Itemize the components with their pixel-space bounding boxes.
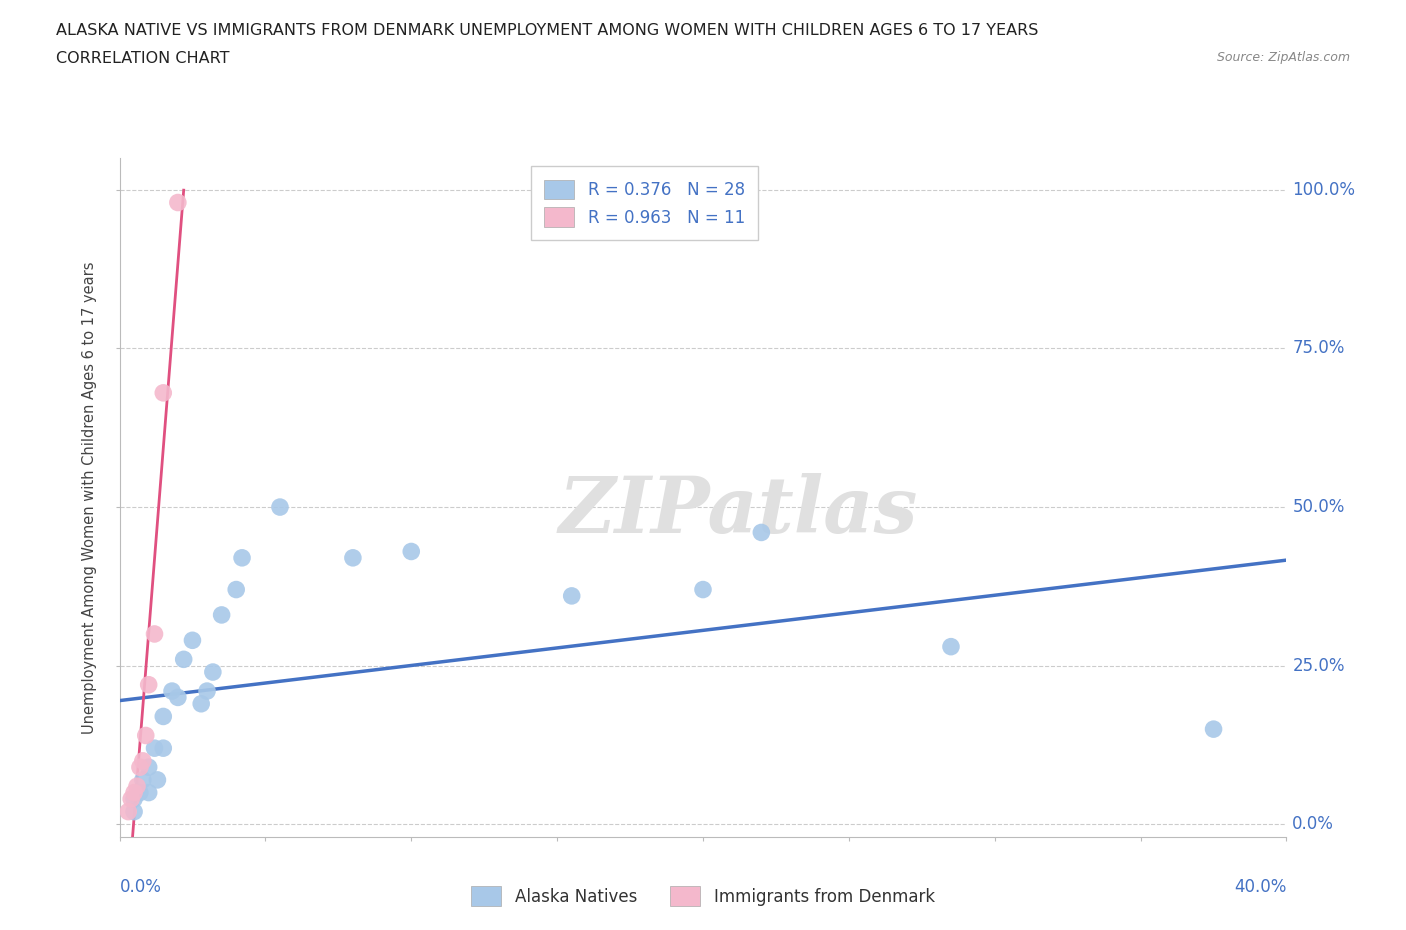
- Text: 40.0%: 40.0%: [1234, 878, 1286, 896]
- Point: [143, 627, 166, 642]
- Point: [132, 773, 155, 788]
- Text: ZIPatlas: ZIPatlas: [558, 472, 918, 550]
- Point: [342, 551, 364, 565]
- Point: [749, 525, 772, 540]
- Point: [138, 785, 160, 800]
- Point: [120, 791, 142, 806]
- Point: [143, 740, 166, 755]
- Text: Source: ZipAtlas.com: Source: ZipAtlas.com: [1216, 51, 1350, 64]
- Point: [138, 760, 160, 775]
- Text: 50.0%: 50.0%: [1292, 498, 1344, 516]
- Point: [399, 544, 422, 559]
- Point: [195, 684, 218, 698]
- Point: [122, 785, 145, 800]
- Text: CORRELATION CHART: CORRELATION CHART: [56, 51, 229, 66]
- Text: 25.0%: 25.0%: [1292, 657, 1344, 674]
- Legend: Alaska Natives, Immigrants from Denmark: Alaska Natives, Immigrants from Denmark: [464, 880, 942, 912]
- Point: [117, 804, 139, 819]
- Point: [181, 633, 204, 648]
- Text: 0.0%: 0.0%: [120, 878, 162, 896]
- Point: [129, 785, 152, 800]
- Point: [152, 709, 174, 724]
- Point: [173, 652, 195, 667]
- Point: [138, 677, 160, 692]
- Point: [125, 778, 148, 793]
- Point: [231, 551, 253, 565]
- Point: [201, 665, 224, 680]
- Point: [1202, 722, 1225, 737]
- Point: [190, 697, 212, 711]
- Text: 75.0%: 75.0%: [1292, 339, 1344, 357]
- Point: [939, 639, 962, 654]
- Point: [160, 684, 183, 698]
- Point: [225, 582, 247, 597]
- Point: [146, 773, 169, 788]
- Point: [135, 728, 157, 743]
- Point: [561, 589, 583, 604]
- Text: ALASKA NATIVE VS IMMIGRANTS FROM DENMARK UNEMPLOYMENT AMONG WOMEN WITH CHILDREN : ALASKA NATIVE VS IMMIGRANTS FROM DENMARK…: [56, 23, 1039, 38]
- Point: [122, 791, 145, 806]
- Legend: R = 0.376   N = 28, R = 0.963   N = 11: R = 0.376 N = 28, R = 0.963 N = 11: [531, 166, 758, 240]
- Text: 100.0%: 100.0%: [1292, 180, 1355, 199]
- Point: [211, 607, 233, 622]
- Point: [122, 804, 145, 819]
- Text: 0.0%: 0.0%: [1292, 816, 1334, 833]
- Point: [152, 740, 174, 755]
- Point: [166, 195, 188, 210]
- Y-axis label: Unemployment Among Women with Children Ages 6 to 17 years: Unemployment Among Women with Children A…: [82, 261, 97, 734]
- Point: [132, 753, 155, 768]
- Point: [152, 385, 174, 400]
- Point: [692, 582, 714, 597]
- Point: [129, 760, 152, 775]
- Point: [166, 690, 188, 705]
- Point: [269, 499, 291, 514]
